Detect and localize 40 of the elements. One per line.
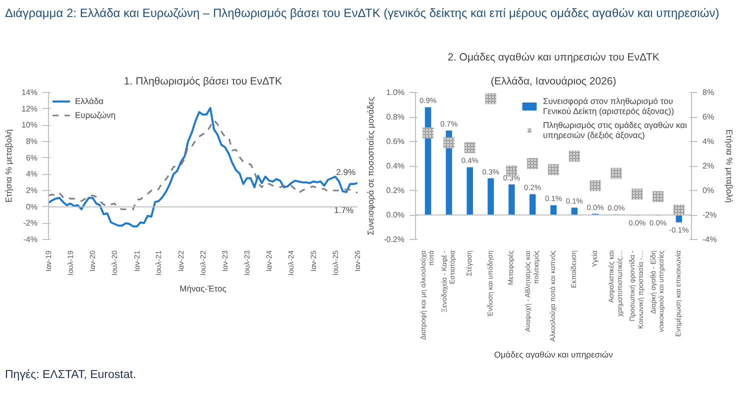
- chart-title: 1. Πληθωρισμός βάσει του ΕνΔΤΚ: [124, 76, 282, 88]
- legend-label: Πληθωρισμός στις ομάδες αγαθών και υπηρεσιών (δεξιός άξονας): [542, 120, 687, 140]
- y2-tick-label: 0%: [702, 186, 714, 195]
- chart-subtitle: (Ελλάδα, Ιανουάριος 2026): [490, 76, 616, 88]
- y2-tick-label: 6%: [702, 112, 714, 122]
- y2-tick-label: 4%: [702, 137, 714, 146]
- y-tick-label: -4%: [23, 235, 38, 244]
- legend-label: Ελλάδα: [75, 96, 104, 106]
- y-tick-label: 0%: [26, 202, 38, 212]
- y2-tick-label: -4%: [702, 235, 717, 244]
- y2-tick-label: 8%: [702, 88, 714, 97]
- text: Διάγραμμα 2: Ελλάδα και Ευρωζώνη – Πληθωρισμός βάσει του ΕνΔΤΚ (γενικός δείκτης και επί μέρους ομάδες αγαθών και υπηρεσιών): [5, 5, 720, 22]
- y-tick-label: 4%: [26, 170, 38, 179]
- text: Πηγές: ΕΛΣΤΑΤ, Eurostat.: [5, 368, 136, 383]
- y-tick-label: 10%: [21, 120, 38, 130]
- y-tick-label: 14%: [21, 88, 38, 97]
- x-axis-title: Ομάδες αγαθών και υπηρεσιών: [494, 350, 613, 360]
- y2-axis-title: Ετήσια % μεταβολή: [724, 129, 735, 203]
- legend-label: Ευρωζώνη: [75, 110, 116, 120]
- y-tick-label: 6%: [26, 153, 38, 162]
- annotation: 2.9%: [336, 167, 356, 178]
- y-axis-title: Ετήσια % μεταβολή: [3, 129, 14, 203]
- y-tick-label: 0.0%: [386, 210, 404, 220]
- chart-title: 2. Ομάδες αγαθών και υπηρεσιών του ΕνΔΤΚ: [448, 52, 660, 64]
- y-tick-label: 0.4%: [386, 162, 404, 170]
- y-axis-title: Συνεισφορά σε ποσοστιαίες μονάδες: [366, 96, 376, 236]
- y-tick-label: -0.2%: [384, 235, 405, 244]
- y-tick-label: 12%: [21, 104, 38, 114]
- x-axis-title: Μήνας-Έτος: [180, 283, 226, 294]
- annotation: 1.7%: [334, 204, 354, 215]
- legend-label: Συνεισφορά στον πληθωρισμό του Γενικού Δείκτη (αριστερός άξονας)): [542, 96, 674, 116]
- y2-tick-label: -2%: [702, 210, 717, 220]
- y-tick-label: 0.6%: [386, 137, 404, 146]
- y-tick-label: 0.2%: [386, 186, 404, 195]
- y-tick-label: 2%: [26, 186, 38, 195]
- y-tick-label: 8%: [26, 137, 38, 146]
- y-tick-label: -2%: [23, 218, 38, 228]
- y-tick-label: 1.0%: [386, 88, 404, 97]
- y-tick-label: 0.8%: [386, 112, 404, 122]
- y2-tick-label: 2%: [702, 162, 714, 170]
